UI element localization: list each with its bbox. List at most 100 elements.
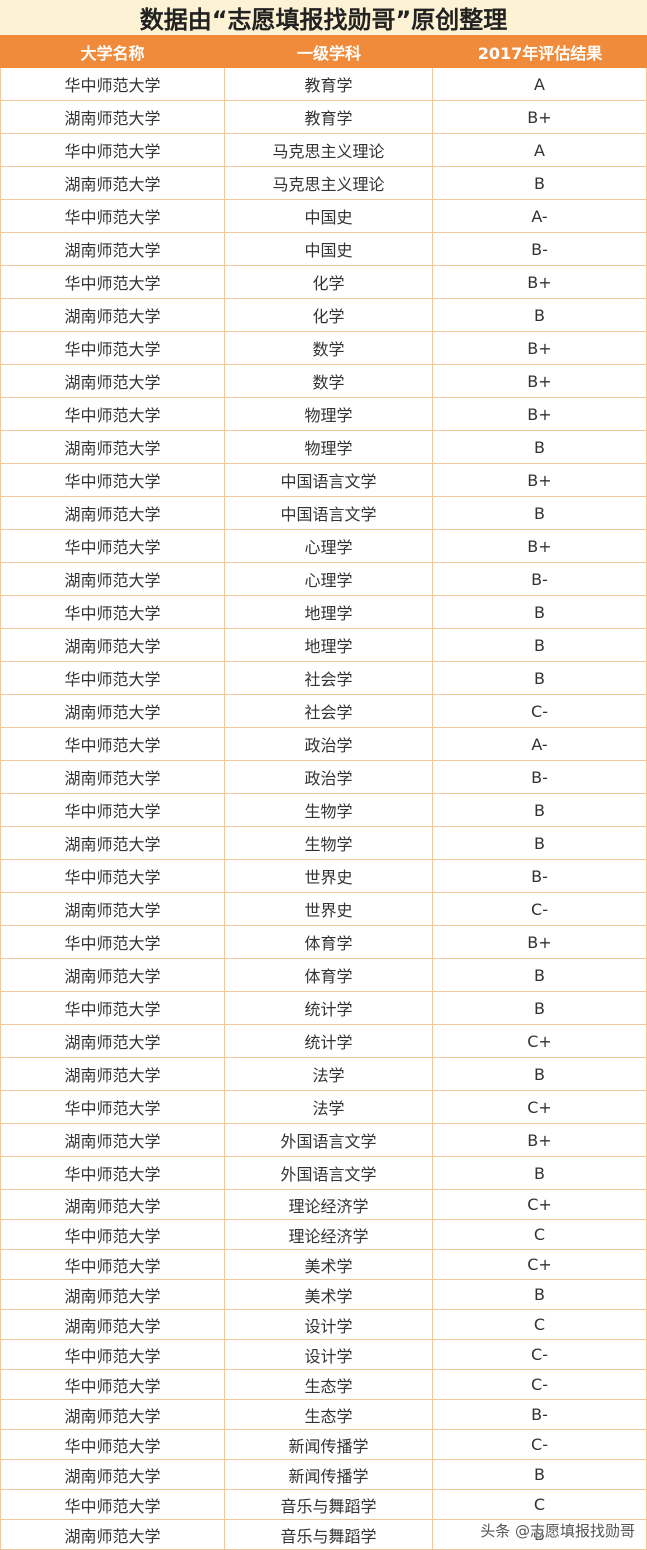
table-cell: 统计学 [225,992,433,1025]
table-cell: 美术学 [225,1280,433,1310]
table-cell: B+ [433,464,647,497]
table-cell: 统计学 [225,1025,433,1058]
table-cell: 新闻传播学 [225,1430,433,1460]
table-cell: 数学 [225,365,433,398]
header-cell: 一级学科 [296,43,361,63]
table-cell: 设计学 [225,1310,433,1340]
table-cell: 湖南师范大学 [0,299,225,332]
header-cell: 2017年评估结果 [477,43,603,63]
table-cell: 教育学 [225,101,433,134]
table-cell: A- [433,200,647,233]
table-cell: B+ [433,101,647,134]
table-cell: B [433,662,647,695]
table-cell: C [433,1490,647,1520]
table-cell: 音乐与舞蹈学 [225,1520,433,1550]
table-cell: B [433,596,647,629]
table-cell: 湖南师范大学 [0,365,225,398]
table-cell: B [433,1157,647,1190]
table-cell: 世界史 [225,860,433,893]
table-cell: 湖南师范大学 [0,1310,225,1340]
table-cell: 法学 [225,1091,433,1124]
table-cell: A [433,68,647,101]
table-cell: 社会学 [225,662,433,695]
table-cell: B+ [433,926,647,959]
table-cell: 外国语言文学 [225,1157,433,1190]
table-cell: 数学 [225,332,433,365]
table-cell: 湖南师范大学 [0,827,225,860]
table-cell: 音乐与舞蹈学 [225,1490,433,1520]
table-cell: 湖南师范大学 [0,1460,225,1490]
table-cell: 湖南师范大学 [0,101,225,134]
table-cell: B- [433,1400,647,1430]
table-cell: B- [433,563,647,596]
table-cell: 教育学 [225,68,433,101]
table-cell: 理论经济学 [225,1220,433,1250]
table-cell: 华中师范大学 [0,266,225,299]
table-cell: 华中师范大学 [0,464,225,497]
table-cell: 华中师范大学 [0,530,225,563]
table-cell: 湖南师范大学 [0,167,225,200]
table-cell: B [433,794,647,827]
table-cell: 华中师范大学 [0,926,225,959]
table-cell: 中国语言文学 [225,497,433,530]
table-cell: 湖南师范大学 [0,1280,225,1310]
table-cell: 体育学 [225,926,433,959]
table-cell: B [433,431,647,464]
table-cell: 华中师范大学 [0,596,225,629]
table-cell: B [433,1058,647,1091]
table-cell: B [433,827,647,860]
table-cell: B- [433,761,647,794]
table-cell: 华中师范大学 [0,992,225,1025]
table-cell: A- [433,728,647,761]
table-cell: C- [433,1430,647,1460]
table-cell: 马克思主义理论 [225,134,433,167]
table-cell: 化学 [225,266,433,299]
table-cell: 湖南师范大学 [0,695,225,728]
table-cell: 政治学 [225,761,433,794]
table-cell: 马克思主义理论 [225,167,433,200]
table-cell: 湖南师范大学 [0,1190,225,1220]
table-cell: 中国史 [225,233,433,266]
table-cell: A [433,134,647,167]
table-header: 大学名称 一级学科 2017年评估结果 [0,35,647,68]
table-cell: 心理学 [225,530,433,563]
table-cell: 地理学 [225,629,433,662]
table-cell: 化学 [225,299,433,332]
table-cell: B [433,992,647,1025]
table-cell: B+ [433,1124,647,1157]
table-cell: B- [433,233,647,266]
table-cell: 湖南师范大学 [0,1124,225,1157]
table-cell: 华中师范大学 [0,794,225,827]
table-cell: 湖南师范大学 [0,761,225,794]
table-cell: 华中师范大学 [0,134,225,167]
table-cell: 华中师范大学 [0,1490,225,1520]
table-cell: 体育学 [225,959,433,992]
table-cell: 生态学 [225,1370,433,1400]
table-cell: 中国史 [225,200,433,233]
table-cell: B [433,1460,647,1490]
table-cell: 生态学 [225,1400,433,1430]
table-cell: 华中师范大学 [0,1250,225,1280]
table-cell: 华中师范大学 [0,1157,225,1190]
table-cell: 华中师范大学 [0,1370,225,1400]
table-cell: 华中师范大学 [0,200,225,233]
table-cell: 物理学 [225,398,433,431]
table-cell: C- [433,1340,647,1370]
table-cell: C [433,1310,647,1340]
table-cell: 湖南师范大学 [0,1400,225,1430]
table-cell: 物理学 [225,431,433,464]
table-cell: 湖南师范大学 [0,233,225,266]
table-cell: 美术学 [225,1250,433,1280]
table-cell: 华中师范大学 [0,1091,225,1124]
table-cell: B- [433,860,647,893]
table-cell: 华中师范大学 [0,860,225,893]
table-cell: 生物学 [225,794,433,827]
table-cell: B [433,299,647,332]
table-cell: 中国语言文学 [225,464,433,497]
table-cell: B [433,167,647,200]
table-cell: 湖南师范大学 [0,893,225,926]
table-cell: C+ [433,1250,647,1280]
table-cell: 生物学 [225,827,433,860]
table-cell: 湖南师范大学 [0,1520,225,1550]
